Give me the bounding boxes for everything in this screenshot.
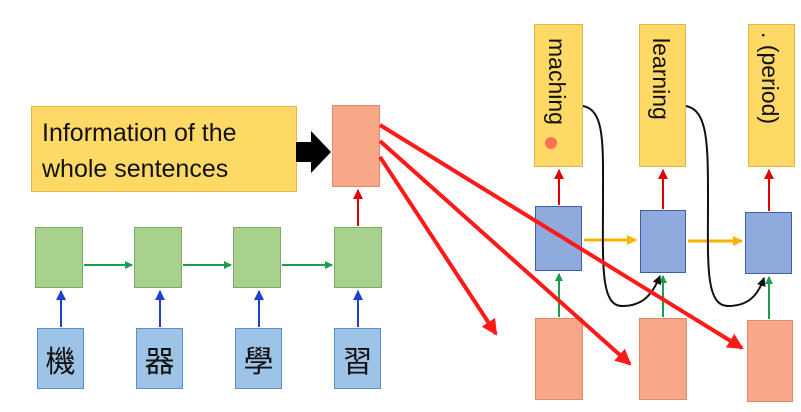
decoder-rnn-cell xyxy=(745,212,792,274)
input-token-box: 器 xyxy=(136,328,183,389)
context-copy-arrow xyxy=(378,139,632,366)
decoder-rnn-cell xyxy=(640,210,686,273)
input-token-box: 學 xyxy=(235,328,282,389)
flow-arrow xyxy=(296,131,331,173)
context-description-box: Information of the whole sentences xyxy=(31,106,297,192)
context-vector-copy xyxy=(747,320,793,402)
input-token-box: 習 xyxy=(334,328,381,389)
context-vector-copy xyxy=(639,318,687,400)
context-description-line-1: Information of the xyxy=(42,119,237,147)
context-vector-copy xyxy=(535,318,583,400)
feedback-arrow xyxy=(685,105,766,308)
context-description-line-2: whole sentences xyxy=(42,155,229,183)
output-word-label: learning xyxy=(648,38,674,120)
encoder-rnn-cell xyxy=(134,227,182,288)
encoder-rnn-cell xyxy=(233,227,281,288)
context-vector xyxy=(332,105,380,187)
output-word-label: maching xyxy=(544,38,570,125)
encoder-rnn-cell xyxy=(334,227,382,288)
decoder-rnn-cell xyxy=(535,206,582,271)
encoder-rnn-cell xyxy=(35,227,83,288)
output-word-box xyxy=(748,24,795,167)
context-copy-arrow xyxy=(378,123,744,350)
input-token-label: 習 xyxy=(342,344,373,380)
context-copy-arrow xyxy=(378,155,498,336)
input-token-label: 器 xyxy=(144,344,175,380)
input-token-label: 機 xyxy=(45,344,76,380)
output-word-label: . (period) xyxy=(757,32,783,125)
cursor-highlight-dot xyxy=(545,137,557,149)
output-word-box xyxy=(534,24,583,167)
output-word-box xyxy=(639,24,686,167)
input-token-label: 學 xyxy=(243,344,274,380)
input-token-box: 機 xyxy=(37,328,84,389)
